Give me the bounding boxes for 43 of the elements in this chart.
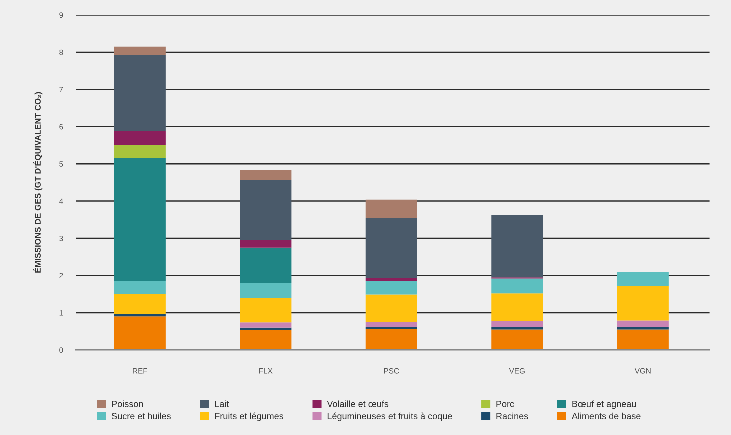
- bar: [492, 278, 544, 294]
- bar: [492, 294, 544, 322]
- bar: [114, 316, 166, 350]
- legend-label: Bœuf et agneau: [572, 400, 636, 410]
- bar: [240, 322, 292, 328]
- bar: [240, 180, 292, 240]
- bar: [492, 215, 544, 278]
- bar: [492, 321, 544, 328]
- bar: [366, 281, 418, 295]
- bar: [240, 240, 292, 248]
- bar: [617, 330, 669, 350]
- bar: [114, 145, 166, 159]
- legend-label: Porc: [496, 401, 514, 408]
- legend-label: Racines: [496, 412, 528, 420]
- legend-label: Fruits et légumes: [215, 412, 284, 422]
- bar: [366, 278, 418, 282]
- bar: [114, 158, 166, 281]
- bar: [240, 170, 292, 180]
- bar: [617, 320, 669, 328]
- bar: [240, 298, 292, 323]
- bar: [366, 294, 418, 322]
- legend-label: Lait: [215, 400, 230, 408]
- bar: [366, 322, 418, 328]
- bar: [617, 286, 669, 321]
- bar: [617, 272, 669, 287]
- bar: [366, 218, 418, 278]
- bar: [114, 46, 166, 56]
- bar: [492, 330, 544, 350]
- bar: [240, 330, 292, 350]
- bar: [114, 55, 166, 131]
- legend-label: Légumineuses et fruits à coque: [328, 412, 452, 422]
- y-axis-title: ÉMISSIONS DE GES (GT D'ÉQUIVALENT CO₂): [33, 92, 43, 273]
- bar: [114, 130, 166, 146]
- bar: [114, 280, 166, 294]
- bar: [240, 284, 292, 298]
- bar: [366, 329, 418, 350]
- legend-label: Poisson: [112, 400, 144, 408]
- legend-label: Sucre et huiles: [112, 412, 171, 420]
- bar: [240, 248, 292, 284]
- legend-label: Volaille et œufs: [327, 400, 389, 408]
- bar: [366, 200, 418, 218]
- bar: [114, 294, 166, 314]
- legend-label: Aliments de base: [572, 412, 641, 420]
